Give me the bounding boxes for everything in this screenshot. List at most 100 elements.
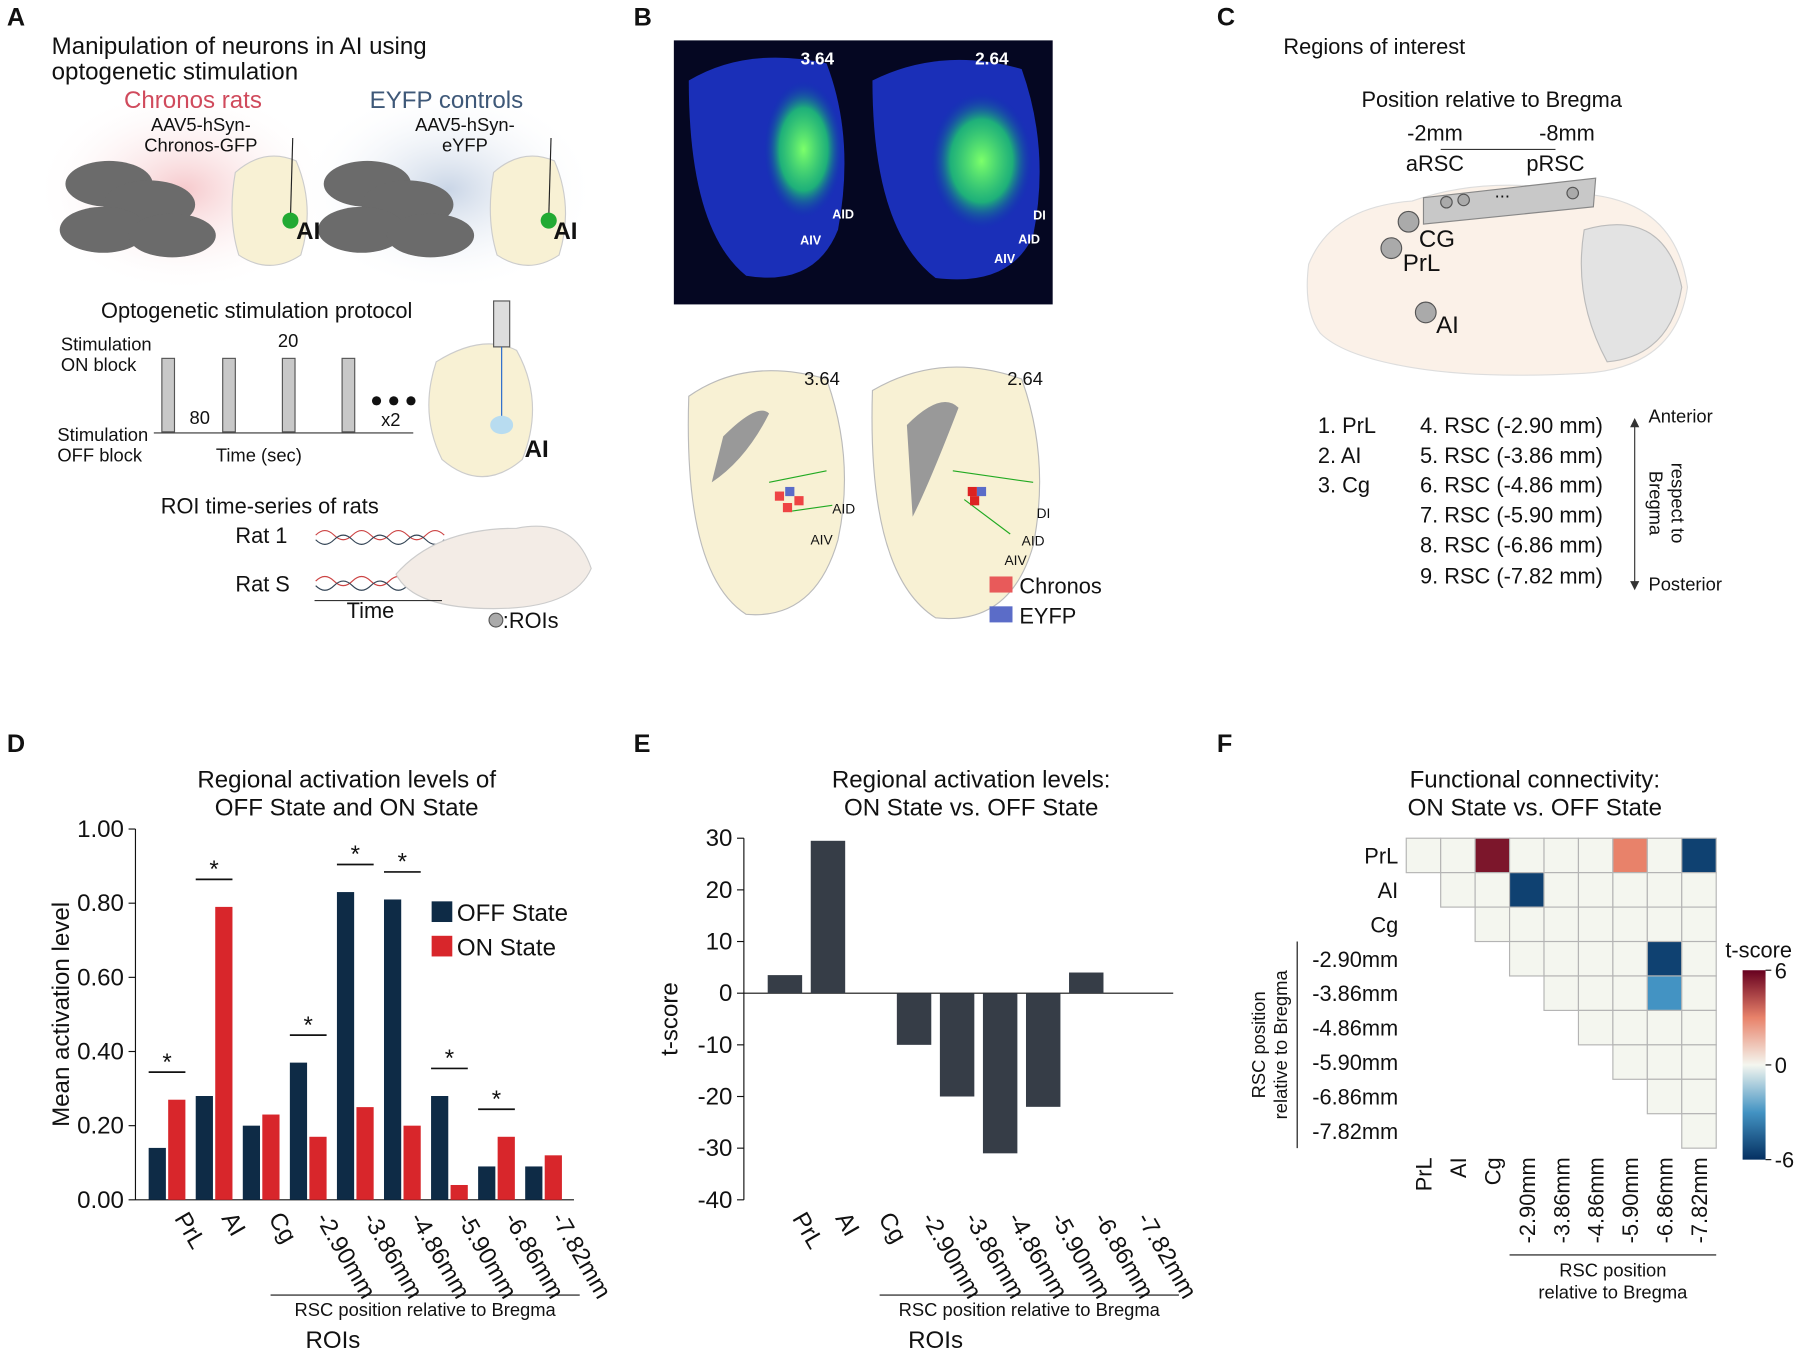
chart-title: ON State vs. OFF State <box>1408 794 1662 821</box>
needle <box>289 137 294 219</box>
x-tick-label: PrL <box>787 1208 829 1254</box>
panel-a: A Manipulation of neurons in AI using op… <box>7 3 597 633</box>
bar <box>497 1136 515 1200</box>
legend-label: Chronos <box>1019 574 1101 599</box>
block-label: Stimulation <box>57 424 148 445</box>
heatmap-cell <box>1577 837 1614 874</box>
panel-b: B 3.64 2.64 AID AIV DI AID AIV 3.64 2.64… <box>634 3 1102 628</box>
group-label: EYFP controls <box>370 87 524 114</box>
heatmap-cell <box>1681 906 1717 943</box>
y-tick-label: 30 <box>706 825 733 852</box>
heatmap-cell <box>1440 837 1476 874</box>
panel-title: optogenetic stimulation <box>52 58 298 85</box>
heatmap-cell <box>1646 1078 1683 1115</box>
region-label: DI <box>1033 208 1046 222</box>
heatmap-cell <box>1612 1009 1648 1046</box>
heatmap-cell <box>1577 940 1614 977</box>
colorbar-tick-label: 0 <box>1775 1053 1787 1078</box>
x-axis-label: ROIs <box>908 1327 963 1354</box>
bar <box>544 1155 562 1200</box>
legend-label: OFF State <box>457 900 568 927</box>
roi-label: PrL <box>1403 250 1440 277</box>
heatmap-cell <box>1681 837 1717 874</box>
column-label: -4.86mm <box>1584 1157 1609 1243</box>
cerebellum <box>1580 224 1683 363</box>
block-label: ON block <box>61 354 137 375</box>
axis-label: Time <box>347 598 395 623</box>
bar <box>168 1099 186 1200</box>
colorbar-label: t-score <box>1725 938 1792 963</box>
repeat-label: x2 <box>381 409 400 430</box>
direction-label: Posterior <box>1648 573 1721 594</box>
column-label: PrL <box>1412 1157 1437 1191</box>
group-label: RSC position relative to Bregma <box>899 1299 1161 1320</box>
y-tick-label: 0.00 <box>77 1187 124 1214</box>
direction-label: Anterior <box>1648 406 1712 427</box>
y-tick-label: -10 <box>698 1032 733 1059</box>
region-label: AID <box>1018 233 1040 247</box>
region-label: AI <box>525 436 549 463</box>
brain <box>395 525 592 610</box>
heatmap-cell <box>1543 906 1580 943</box>
injection <box>540 212 557 229</box>
bar <box>767 975 803 994</box>
bar <box>289 1062 308 1200</box>
x-tick-label: Cg <box>873 1208 912 1248</box>
legend-label: ON State <box>457 934 556 961</box>
chart-title: Regional activation levels: <box>832 767 1111 794</box>
bar <box>810 840 846 994</box>
bar <box>356 1107 374 1200</box>
heatmap-cell <box>1681 1009 1717 1046</box>
y-tick-label: -20 <box>698 1084 733 1111</box>
bar <box>215 906 233 1200</box>
fiber <box>493 300 511 348</box>
y-tick-label: 10 <box>706 929 733 956</box>
expression <box>929 92 1034 230</box>
row-label: -6.86mm <box>1312 1085 1398 1110</box>
chart-title: Regional activation levels of <box>197 767 496 794</box>
column-label: -2.90mm <box>1515 1157 1540 1243</box>
duration-label: 20 <box>278 330 298 351</box>
region-label: AID <box>832 207 854 221</box>
legend-swatch <box>989 576 1013 593</box>
heatmap-cell <box>1543 837 1580 874</box>
ventricle <box>906 401 959 517</box>
heatmap-cell <box>1508 940 1545 977</box>
heatmap-cell <box>1474 872 1511 908</box>
roi-list: 8. RSC (-6.86 mm) <box>1420 532 1603 557</box>
timeseries <box>315 534 445 545</box>
panel-letter: C <box>1217 3 1235 31</box>
roi-label: CG <box>1419 226 1455 253</box>
injection <box>282 212 299 229</box>
heatmap-cell <box>1543 975 1580 1011</box>
heatmap-cell <box>1681 872 1717 908</box>
block-label: OFF block <box>57 445 142 466</box>
roi <box>1566 186 1580 200</box>
bar <box>148 1147 166 1200</box>
bar <box>383 899 402 1200</box>
legend-label: :ROIs <box>503 608 559 633</box>
legend-swatch <box>431 901 453 923</box>
heatmap-cell <box>1612 872 1648 908</box>
needle <box>548 137 552 219</box>
group-label: RSC position <box>1248 991 1269 1098</box>
bar <box>450 1184 468 1200</box>
heatmap-cell <box>1440 872 1476 908</box>
ellipsis: ... <box>1495 181 1510 202</box>
y-tick-label: 0.40 <box>77 1039 124 1066</box>
region-label: AIV <box>800 234 822 248</box>
roi-list: 9. RSC (-7.82 mm) <box>1420 563 1603 588</box>
atlas-slice <box>871 366 1041 620</box>
heatmap-cell <box>1681 975 1717 1011</box>
heatmap-cell <box>1681 1044 1717 1080</box>
site <box>967 486 977 497</box>
row-label: -5.90mm <box>1312 1050 1398 1075</box>
x-tick-label: Cg <box>263 1208 302 1248</box>
region-label: AID <box>1022 533 1045 548</box>
panel-letter: A <box>7 3 25 31</box>
y-tick-label: 1.00 <box>77 816 124 843</box>
roi-list: 7. RSC (-5.90 mm) <box>1420 503 1603 528</box>
colorbar-tick-label: -6 <box>1775 1148 1794 1173</box>
column-label: AI <box>1446 1157 1471 1178</box>
section-title: Optogenetic stimulation protocol <box>101 298 412 323</box>
